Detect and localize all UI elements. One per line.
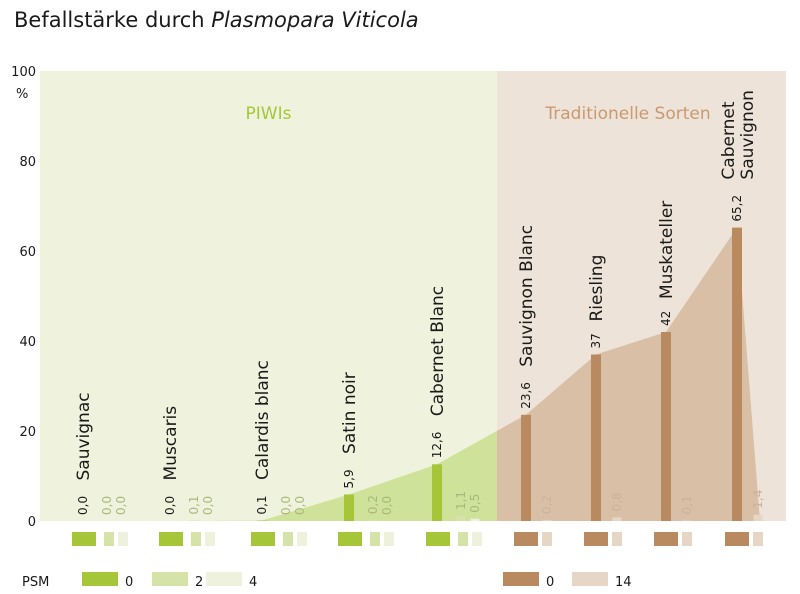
- value-label: 1,1: [454, 491, 468, 510]
- category-label: Muscaris: [161, 406, 181, 481]
- psm-swatch: [159, 532, 183, 546]
- category-label: Sauvignac: [74, 392, 94, 480]
- value-label: 1,4: [751, 490, 765, 509]
- psm-swatch: [725, 532, 749, 546]
- bar: [368, 520, 378, 521]
- category-label: Cabernet: [719, 101, 739, 179]
- value-label: 0,0: [100, 496, 114, 515]
- chart-title-italic: Plasmopara Viticola: [211, 8, 419, 32]
- psm-swatch: [426, 532, 450, 546]
- psm-swatch: [682, 532, 692, 546]
- value-label: 0,0: [163, 496, 177, 515]
- psm-swatch: [472, 532, 482, 546]
- psm-swatch: [297, 532, 307, 546]
- chart-title-main: Befallstärke durch: [14, 8, 212, 32]
- bar: [470, 518, 480, 521]
- bar: [542, 520, 552, 521]
- psm-swatch: [612, 532, 622, 546]
- value-label: 0,1: [255, 495, 269, 514]
- value-label: 0,0: [293, 496, 307, 515]
- y-tick-label: 100: [11, 65, 36, 80]
- value-label: 42: [659, 311, 673, 326]
- y-tick-label: 80: [19, 155, 36, 170]
- category-label: Cabernet Blanc: [428, 286, 448, 416]
- psm-swatch: [458, 532, 468, 546]
- psm-swatch: [118, 532, 128, 546]
- psm-swatch: [283, 532, 293, 546]
- psm-swatch: [654, 532, 678, 546]
- psm-swatch: [251, 532, 275, 546]
- psm-swatch: [753, 532, 763, 546]
- y-tick-label: 60: [19, 245, 36, 260]
- value-label: 0,0: [380, 496, 394, 515]
- legend-title: PSM: [22, 575, 49, 590]
- value-label: 0,5: [468, 494, 482, 513]
- value-label: 0,8: [610, 492, 624, 511]
- value-label: 0,0: [279, 496, 293, 515]
- category-label: Satin noir: [340, 372, 360, 454]
- piwi-panel: [40, 71, 497, 521]
- bar: [591, 354, 601, 521]
- legend-label: 0: [125, 575, 133, 590]
- value-label: 5,9: [342, 469, 356, 488]
- category-label: Muskateller: [657, 201, 677, 299]
- bar: [521, 414, 531, 521]
- y-tick-label: 40: [19, 335, 36, 350]
- bar: [661, 332, 671, 521]
- bar: [432, 464, 442, 521]
- legend-label: 14: [615, 575, 632, 590]
- bar: [344, 494, 354, 521]
- psm-swatch: [514, 532, 538, 546]
- value-label: 65,2: [730, 195, 744, 222]
- category-label: Sauvignon: [738, 90, 758, 180]
- group-label-trad: Traditionelle Sorten: [544, 104, 710, 124]
- psm-swatch: [542, 532, 552, 546]
- value-label: 0,0: [114, 496, 128, 515]
- bar: [612, 517, 622, 521]
- bar: [456, 516, 466, 521]
- legend-swatch: [503, 572, 539, 586]
- psm-swatch: [72, 532, 96, 546]
- value-label: 0,1: [187, 495, 201, 514]
- psm-swatch: [338, 532, 362, 546]
- value-label: 23,6: [519, 382, 533, 409]
- category-label: Calardis blanc: [253, 360, 273, 480]
- chart-title: Befallstärke durch Plasmopara Viticola: [14, 8, 419, 32]
- legend-swatch: [82, 572, 118, 586]
- value-label: 37: [589, 333, 603, 348]
- value-label: 12,6: [430, 432, 444, 459]
- y-tick-label: 0: [28, 515, 36, 530]
- legend-swatch: [152, 572, 188, 586]
- y-tick-label: 20: [19, 425, 36, 440]
- bar: [753, 514, 763, 521]
- psm-swatch: [370, 532, 380, 546]
- psm-swatch: [191, 532, 201, 546]
- psm-swatch: [384, 532, 394, 546]
- category-label: Sauvignon Blanc: [517, 225, 537, 367]
- legend-swatch: [206, 572, 242, 586]
- trad-trend-area: [497, 227, 760, 521]
- value-label: 0,1: [680, 495, 694, 514]
- value-label: 0,2: [540, 495, 554, 514]
- group-label-piwi: PIWIs: [246, 104, 292, 124]
- psm-swatch: [584, 532, 608, 546]
- y-unit-label: %: [16, 87, 28, 102]
- value-label: 0,2: [366, 495, 380, 514]
- legend-swatch: [572, 572, 608, 586]
- piwi-trend-area: [40, 430, 497, 521]
- bar: [732, 227, 742, 521]
- psm-swatch: [104, 532, 114, 546]
- value-label: 0,0: [201, 496, 215, 515]
- value-label: 0,0: [76, 496, 90, 515]
- psm-swatch: [205, 532, 215, 546]
- category-label: Riesling: [587, 255, 607, 322]
- legend-label: 4: [249, 575, 257, 590]
- legend-label: 0: [546, 575, 554, 590]
- legend-label: 2: [195, 575, 203, 590]
